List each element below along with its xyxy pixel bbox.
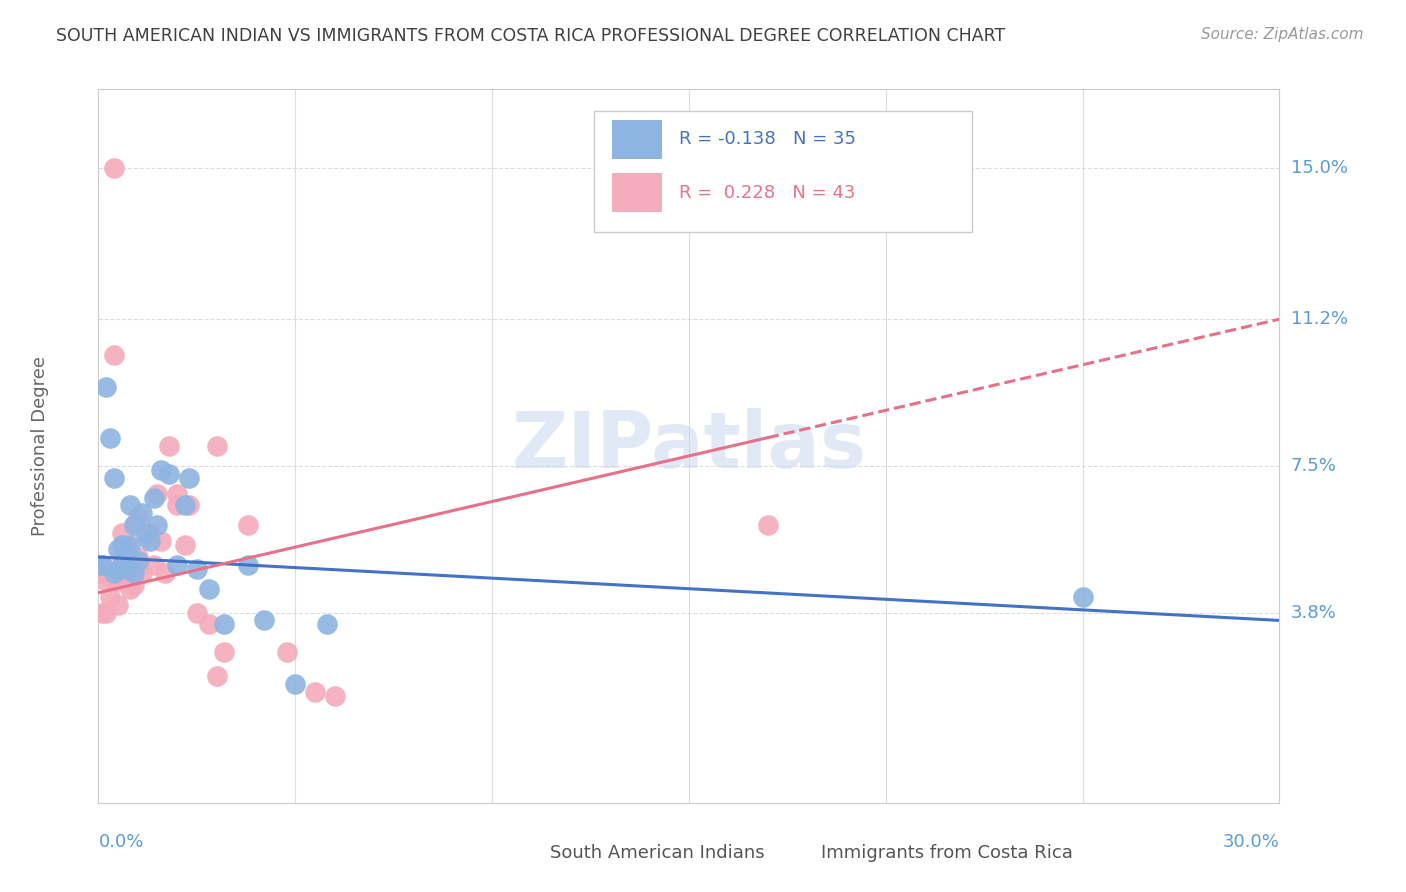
Text: Source: ZipAtlas.com: Source: ZipAtlas.com [1201, 27, 1364, 42]
Point [91, 558, 114, 572]
Text: 15.0%: 15.0% [1291, 160, 1347, 178]
Point [174, 499, 197, 513]
Point [91, 558, 114, 572]
Point [118, 558, 141, 572]
FancyBboxPatch shape [595, 111, 973, 232]
Point [98, 566, 121, 580]
Point [177, 471, 200, 485]
Text: 11.2%: 11.2% [1291, 310, 1348, 328]
Point [107, 598, 129, 612]
Text: 7.5%: 7.5% [1291, 457, 1337, 475]
Point [115, 562, 138, 576]
Point [98, 431, 121, 445]
Point [103, 161, 125, 176]
Point [111, 558, 134, 572]
Point [107, 542, 129, 557]
Point [122, 566, 145, 580]
Point [118, 499, 141, 513]
Point [214, 645, 236, 659]
Point [186, 562, 208, 576]
Text: SOUTH AMERICAN INDIAN VS IMMIGRANTS FROM COSTA RICA PROFESSIONAL DEGREE CORRELAT: SOUTH AMERICAN INDIAN VS IMMIGRANTS FROM… [56, 27, 1005, 45]
Point [205, 669, 228, 683]
Point [142, 558, 165, 572]
Point [142, 491, 165, 505]
Point [756, 518, 779, 533]
Point [135, 526, 157, 541]
Point [122, 578, 145, 592]
Text: 30.0%: 30.0% [1223, 833, 1279, 851]
Point [91, 566, 114, 580]
Point [103, 566, 125, 580]
Point [115, 566, 138, 580]
Text: R = -0.138   N = 35: R = -0.138 N = 35 [679, 130, 856, 148]
Point [111, 526, 134, 541]
Point [1071, 590, 1094, 604]
Point [103, 570, 125, 584]
FancyBboxPatch shape [759, 837, 807, 869]
Point [127, 510, 149, 524]
Point [157, 467, 180, 481]
Point [96, 379, 118, 393]
Point [197, 582, 219, 596]
Point [96, 606, 118, 620]
Point [91, 606, 114, 620]
Point [115, 538, 138, 552]
Point [236, 558, 259, 572]
Point [284, 677, 307, 691]
Point [315, 617, 337, 632]
Point [323, 689, 346, 703]
Point [107, 562, 129, 576]
Point [131, 507, 153, 521]
Point [103, 348, 125, 362]
Point [186, 606, 208, 620]
Point [155, 566, 177, 580]
Point [157, 439, 180, 453]
Point [166, 558, 188, 572]
Point [214, 617, 236, 632]
Point [146, 518, 169, 533]
Point [98, 590, 121, 604]
Point [111, 549, 134, 564]
Point [111, 538, 134, 552]
Point [236, 518, 259, 533]
Text: R =  0.228   N = 43: R = 0.228 N = 43 [679, 184, 856, 202]
Text: 3.8%: 3.8% [1291, 604, 1336, 622]
Point [174, 538, 197, 552]
Point [138, 534, 160, 549]
Point [276, 645, 298, 659]
FancyBboxPatch shape [488, 837, 536, 869]
Point [135, 530, 157, 544]
Point [122, 518, 145, 533]
Point [103, 471, 125, 485]
Point [177, 499, 200, 513]
Point [96, 574, 118, 588]
Point [118, 538, 141, 552]
FancyBboxPatch shape [612, 173, 662, 212]
Text: Immigrants from Costa Rica: Immigrants from Costa Rica [821, 844, 1073, 862]
Point [197, 617, 219, 632]
Text: South American Indians: South American Indians [550, 844, 765, 862]
Point [115, 546, 138, 560]
Text: Professional Degree: Professional Degree [31, 356, 49, 536]
Point [304, 685, 326, 699]
Point [118, 582, 141, 596]
Point [127, 554, 149, 568]
Point [131, 566, 153, 580]
Text: 0.0%: 0.0% [98, 833, 143, 851]
Point [166, 499, 188, 513]
Point [150, 463, 173, 477]
Point [138, 526, 160, 541]
Point [146, 486, 169, 500]
Point [122, 518, 145, 533]
Point [253, 614, 276, 628]
Point [107, 574, 129, 588]
FancyBboxPatch shape [612, 120, 662, 159]
Point [166, 486, 188, 500]
Point [205, 439, 228, 453]
Point [150, 534, 173, 549]
Text: ZIPatlas: ZIPatlas [512, 408, 866, 484]
Point [127, 549, 149, 564]
